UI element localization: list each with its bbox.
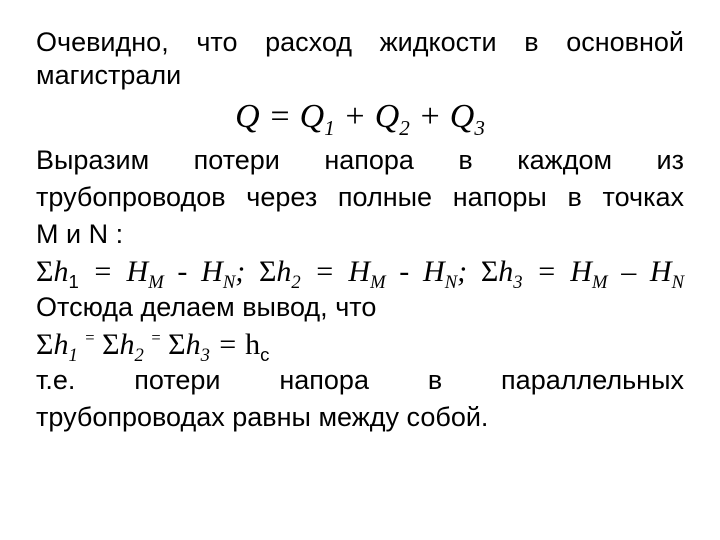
var-hc: h [245,328,260,361]
var-H: H [570,255,592,288]
sub-N: N [445,272,457,293]
sigma-icon: Σ [168,328,185,361]
var-H: H [127,255,149,288]
op-plus: + [335,98,375,135]
sub-3: 3 [201,345,210,366]
sep-semi: ; [235,255,259,288]
op-eq: = [523,255,571,288]
sub-1: 1 [324,116,335,140]
sup-eq: = [85,328,94,347]
sigma-icon: Σ [481,255,498,288]
paragraph-express-a: Выразим потери напора в каждом из [36,144,684,177]
var-H: H [650,255,672,288]
var-H: H [423,255,445,288]
space [95,328,103,361]
sup-eq: = [151,328,160,347]
sigma-icon: Σ [102,328,119,361]
sub-2: 2 [399,116,410,140]
paragraph-final-b: трубопроводах равны между собой. [36,401,684,434]
var-Q: Q [235,98,260,135]
sub-2: 2 [135,345,144,366]
page: Очевидно, что расход жидкости в основной… [0,0,720,540]
op-plus: + [410,98,450,135]
sigma-icon: Σ [259,255,276,288]
sub-N: N [223,272,235,293]
sigma-icon: Σ [36,328,53,361]
op-dash: – [607,255,649,288]
var-Q1: Q [300,98,325,135]
equation-head-losses: Σh1 = HM - HN; Σh2 = HM - HN; Σh3 = HM –… [36,255,684,289]
var-h: h [276,255,291,288]
sub-N: N [672,272,684,293]
paragraph-final-a: т.е. потери напора в параллельных [36,364,684,397]
sub-3: 3 [513,272,522,293]
sep-semi: ; [457,255,481,288]
op-eq: = [301,255,349,288]
equation-flow-sum: Q = Q1 + Q2 + Q3 [36,98,684,136]
paragraph-conclusion: Отсюда делаем вывод, что [36,291,684,324]
paragraph-express-c: М и N : [36,218,684,251]
paragraph-express-b: трубопроводов через полные напоры в точк… [36,181,684,214]
var-h: h [120,328,135,361]
paragraph-intro: Очевидно, что расход жидкости в основной… [36,26,684,92]
sub-M: M [370,272,386,293]
sub-2: 2 [291,272,300,293]
var-Q3: Q [450,98,475,135]
sigma-icon: Σ [36,255,53,288]
sub-3: 3 [474,116,485,140]
sub-1: 1 [68,271,78,292]
var-h: h [53,255,68,288]
op-eq: = [79,255,127,288]
op-eq: = [210,328,245,361]
sub-1: 1 [68,345,77,366]
var-h: h [186,328,201,361]
op-minus: - [386,255,423,288]
sub-M: M [592,272,608,293]
op-minus: - [164,255,201,288]
equation-equal-losses: Σh1 = Σh2 = Σh3 = hс [36,328,684,362]
sub-c: с [260,344,269,365]
var-H: H [201,255,223,288]
var-Q2: Q [375,98,400,135]
var-h: h [53,328,68,361]
var-h: h [498,255,513,288]
var-H: H [348,255,370,288]
op-eq: = [260,98,300,135]
sub-M: M [148,272,164,293]
